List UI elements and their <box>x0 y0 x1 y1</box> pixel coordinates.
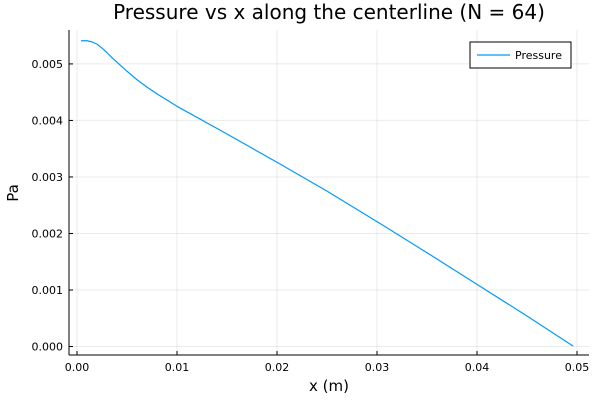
axis-ticks: 0.00 0.01 0.02 0.03 0.04 0.05 0.000 0.001 0.002 0… <box>32 58 590 374</box>
y-tick-label-2: 0.002 <box>32 227 64 240</box>
legend-label-pressure: Pressure <box>515 49 562 62</box>
x-tick-label-4: 0.04 <box>465 361 490 374</box>
x-tick-label-3: 0.03 <box>365 361 390 374</box>
x-axis-label: x (m) <box>309 377 349 395</box>
grid-lines <box>69 30 589 355</box>
y-tick-label-0: 0.000 <box>32 341 64 354</box>
series-lines <box>81 40 574 347</box>
legend: Pressure <box>469 41 572 69</box>
y-tick-label-4: 0.004 <box>32 114 64 127</box>
x-tick-label-0: 0.00 <box>65 361 90 374</box>
chart-title: Pressure vs x along the centerline (N = … <box>113 0 545 24</box>
y-axis-label: Pa <box>4 184 22 202</box>
x-tick-label-5: 0.05 <box>565 361 590 374</box>
y-tick-label-1: 0.001 <box>32 284 64 297</box>
x-tick-label-2: 0.02 <box>265 361 290 374</box>
y-tick-label-5: 0.005 <box>32 58 64 71</box>
series-line-pressure <box>81 40 574 347</box>
x-tick-label-1: 0.01 <box>165 361 190 374</box>
y-tick-label-3: 0.003 <box>32 171 64 184</box>
